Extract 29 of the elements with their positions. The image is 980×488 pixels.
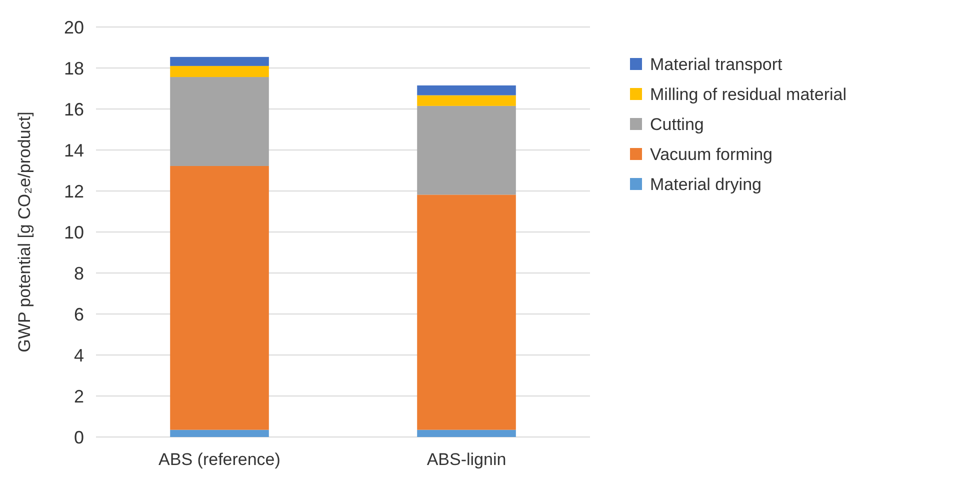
bar: [170, 77, 269, 166]
bar: [417, 85, 516, 96]
y-tick-label: 14: [64, 140, 84, 160]
y-tick-label: 6: [74, 304, 84, 324]
bar: [170, 430, 269, 437]
y-tick-label: 16: [64, 99, 84, 120]
y-tick-label: 0: [74, 427, 84, 448]
bar: [417, 106, 516, 195]
x-tick-label: ABS (reference): [158, 450, 280, 469]
legend-label: Material drying: [650, 174, 762, 194]
bar: [170, 66, 269, 78]
y-tick-label: 2: [74, 386, 84, 406]
legend-label: Milling of residual material: [650, 84, 847, 104]
y-tick-label: 18: [64, 58, 84, 78]
legend-label: Vacuum forming: [650, 144, 773, 164]
y-tick-label: 4: [74, 345, 84, 366]
legend-label: Cutting: [650, 114, 704, 134]
y-tick-label: 12: [64, 181, 84, 202]
bar: [417, 430, 516, 437]
x-tick-label: ABS-lignin: [426, 450, 506, 469]
bar: [170, 56, 269, 66]
bar: [170, 166, 269, 430]
y-axis-title: GWP potential [g CO₂e/product]: [15, 112, 34, 352]
y-tick-label: 20: [64, 17, 84, 38]
legend-label: Material transport: [650, 54, 783, 74]
y-tick-label: 8: [74, 263, 84, 284]
y-tick-label: 10: [64, 222, 84, 242]
bar: [417, 194, 516, 430]
bar: [417, 95, 516, 106]
